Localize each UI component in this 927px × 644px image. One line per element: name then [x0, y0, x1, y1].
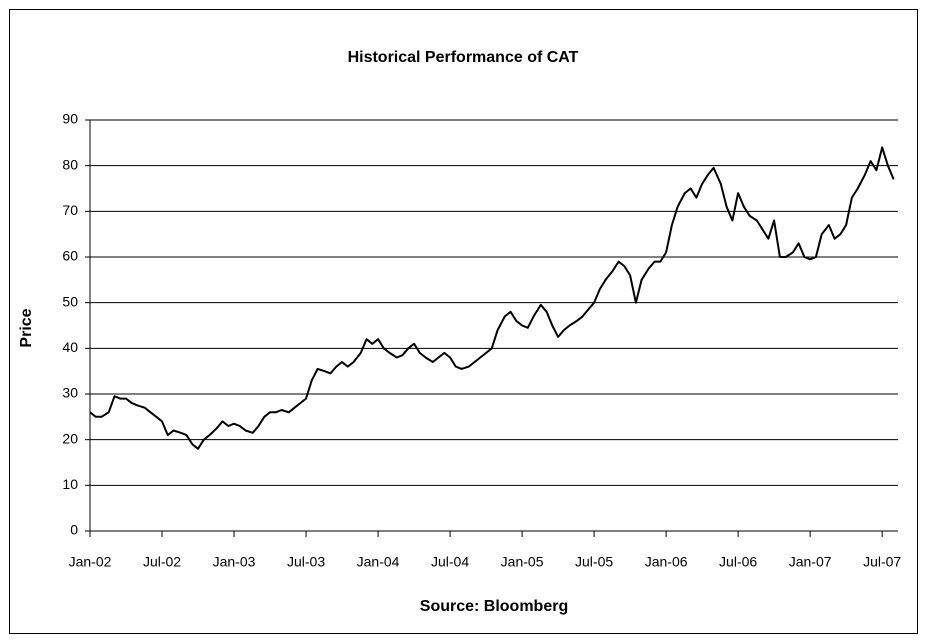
x-tick-label: Jul-02	[143, 554, 181, 570]
y-tick-label: 90	[62, 111, 78, 127]
y-tick-label: 40	[62, 339, 78, 355]
chart-title: Historical Performance of CAT	[348, 49, 579, 66]
y-tick-label: 60	[62, 248, 78, 264]
x-tick-label: Jan-04	[357, 554, 400, 570]
y-tick-label: 80	[62, 156, 78, 172]
price-line	[89, 146, 895, 450]
y-axis-label: Price	[18, 308, 35, 347]
y-tick-label: 50	[62, 293, 78, 309]
x-axis-label: Source: Bloomberg	[420, 598, 568, 615]
x-tick-label: Jan-07	[789, 554, 832, 570]
x-tick-label: Jul-03	[287, 554, 325, 570]
x-tick-label: Jan-03	[213, 554, 256, 570]
x-tick-label: Jul-04	[431, 554, 469, 570]
x-tick-label: Jan-05	[501, 554, 544, 570]
y-tick-label: 20	[62, 430, 78, 446]
y-tick-label: 70	[62, 202, 78, 218]
x-tick-label: Jan-02	[69, 554, 112, 570]
x-tick-label: Jul-07	[863, 554, 901, 570]
x-tick-label: Jul-06	[719, 554, 757, 570]
chart-border	[9, 9, 918, 634]
y-tick-label: 30	[62, 385, 78, 401]
x-tick-label: Jul-05	[575, 554, 613, 570]
x-tick-label: Jan-06	[645, 554, 688, 570]
y-tick-label: 10	[62, 476, 78, 492]
y-tick-label: 0	[70, 522, 78, 538]
